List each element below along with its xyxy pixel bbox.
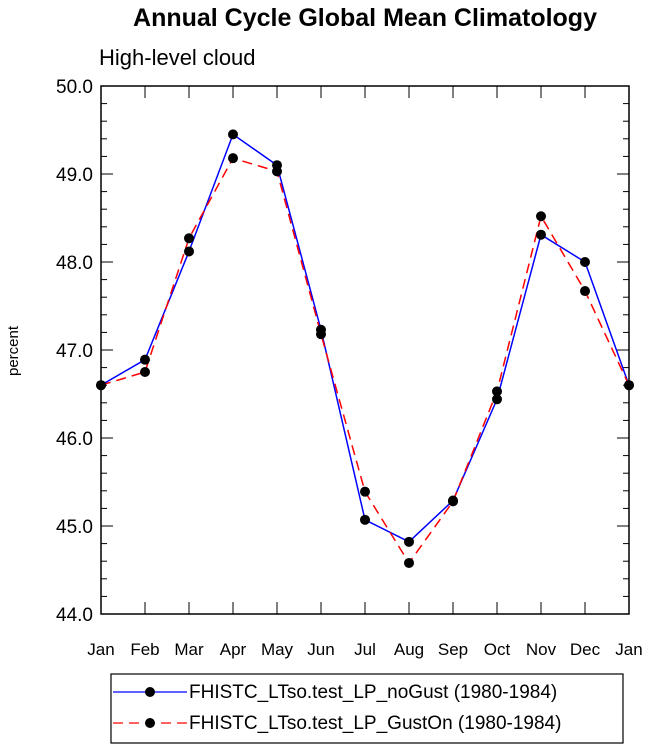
legend-marker-1 (145, 718, 155, 728)
x-tick-label: Aug (394, 640, 424, 659)
x-tick-label: Sep (438, 640, 468, 659)
series-points (96, 129, 634, 568)
legend-marker-0 (145, 687, 155, 697)
x-tick-label: Dec (570, 640, 601, 659)
x-tick-label: Jan (87, 640, 114, 659)
series-0-point (492, 394, 502, 405)
y-tick-label: 50.0 (56, 77, 93, 98)
axis-ticks (100, 85, 630, 615)
series-0-point (536, 229, 546, 240)
x-tick-label: Jun (307, 640, 334, 659)
series-1-point (536, 211, 546, 222)
y-tick-label: 45.0 (56, 517, 93, 538)
x-tick-label: Jul (354, 640, 376, 659)
series-0-point (228, 129, 238, 140)
legend-label-0: FHISTC_LTso.test_LP_noGust (1980-1984) (189, 682, 557, 703)
chart-subtitle: High-level cloud (99, 45, 256, 70)
series-1-point (184, 233, 194, 244)
series-0-point (184, 246, 194, 257)
legend-box (110, 673, 624, 744)
x-tick-label: Jan (615, 640, 642, 659)
series-1-point (360, 486, 370, 497)
x-tick-label: Mar (174, 640, 204, 659)
x-tick-labels: Jan Feb Mar Apr May Jun Jul Aug Sep Oct Nov Dec Jan (87, 640, 642, 659)
x-tick-label: May (261, 640, 294, 659)
x-tick-label: Feb (130, 640, 159, 659)
y-tick-label: 44.0 (56, 605, 93, 626)
series-line-0 (100, 133, 630, 543)
x-tick-label: Apr (220, 640, 247, 659)
series-1-point (228, 153, 238, 164)
y-tick-label: 49.0 (56, 165, 93, 186)
y-tick-label: 46.0 (56, 429, 93, 450)
legend: FHISTC_LTso.test_LP_noGust (1980-1984) F… (110, 673, 624, 744)
series-0-point (360, 514, 370, 525)
x-tick-label: Nov (526, 640, 557, 659)
y-tick-label: 48.0 (56, 253, 93, 274)
plot-frame (100, 85, 630, 615)
series-1-point (404, 557, 414, 568)
series-0-point (404, 536, 414, 547)
y-axis-label: percent (5, 325, 22, 376)
series-0-point (580, 257, 590, 267)
y-tick-labels: 44.0 45.0 46.0 47.0 48.0 49.0 50.0 (56, 77, 93, 626)
x-tick-label: Oct (484, 640, 511, 659)
series-1-point (492, 386, 502, 397)
legend-label-1: FHISTC_LTso.test_LP_GustOn (1980-1984) (189, 713, 561, 734)
series-lines (100, 133, 630, 565)
series-line-1 (100, 157, 630, 565)
series-1-point (272, 166, 282, 177)
y-tick-label: 47.0 (56, 341, 93, 362)
series-1-point (316, 329, 326, 340)
chart-title: Annual Cycle Global Mean Climatology (133, 4, 597, 32)
series-1-point (580, 286, 590, 297)
series-0-point (140, 354, 150, 365)
series-1-point (448, 496, 458, 507)
series-1-point (140, 367, 150, 377)
